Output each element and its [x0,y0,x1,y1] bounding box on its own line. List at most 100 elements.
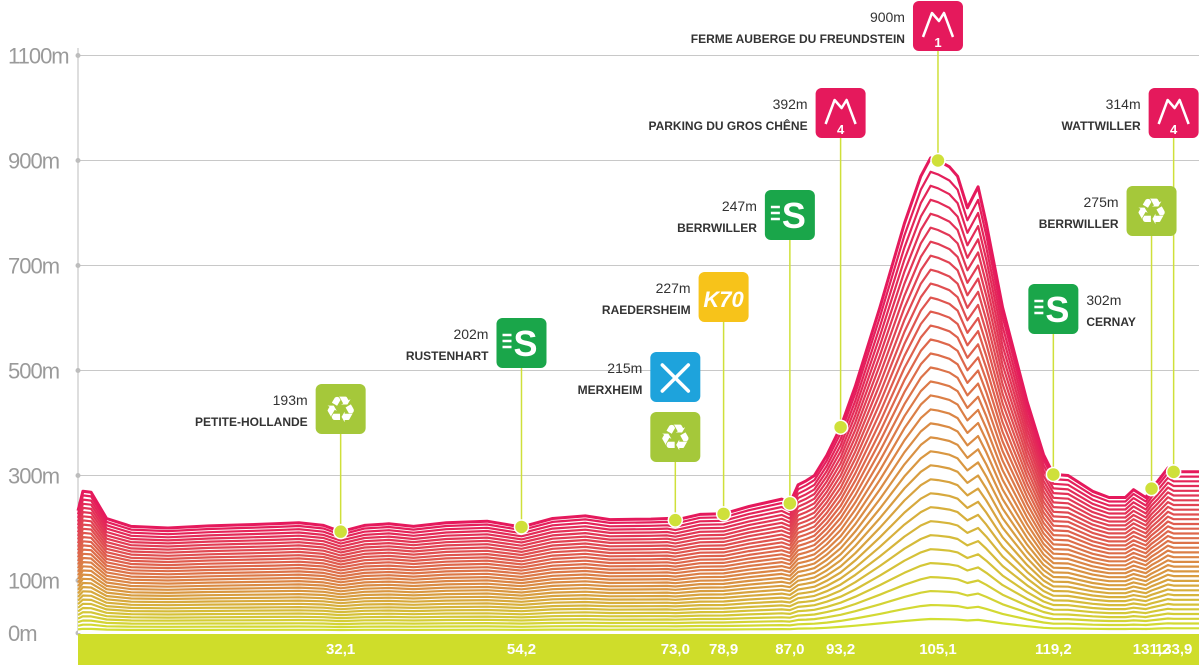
profile-layer-line [77,450,1199,596]
y-tick-label: 300m [8,464,59,489]
marker-stems [332,51,1182,540]
y-tick-dot [75,368,81,373]
sprint-glyph: S [782,195,806,236]
profile-layer-line [76,254,1199,554]
climb-category: 4 [1170,122,1178,137]
profile-layer-line [77,506,1199,608]
x-axis-band-rect [78,634,1199,665]
point-place: BERRWILLER [677,221,757,235]
profile-layer-line [76,296,1199,563]
marker-point [715,506,732,522]
x-tick-label: 119,2 [1035,641,1072,658]
climb-4-icon: 4 [1148,88,1199,138]
climb-1-icon: 1 [912,1,963,51]
icon-badge [315,384,366,434]
point-altitude: 215m [607,360,642,376]
profile-layer-line [77,534,1199,614]
x-tick-label: 54,2 [507,641,536,658]
profile-layer-line [76,170,1199,536]
point-place: WATTWILLER [1062,119,1141,133]
profile-layer-line [77,548,1199,617]
point-altitude: 227m [656,280,691,296]
sprint-icon: S [764,190,815,240]
y-tick-dot [75,473,81,478]
point-marker: K70 227m RAEDERSHEIM [602,272,749,322]
point-marker: S 302m CERNAY [1028,284,1136,334]
y-tick-dot [75,263,81,268]
point-place: PETITE-HOLLANDE [195,415,308,429]
point-marker: S 202m RUSTENHART [406,318,547,368]
mountain-shape [921,11,955,38]
profile-layer-line [77,478,1199,602]
profile-layer-line [76,352,1199,575]
profile-layer-line [76,338,1199,572]
sprint-icon: S [496,318,547,368]
y-axis-labels: 1100m 900m 700m 500m 300m 100m 0m [8,44,70,647]
x-tick-label: 32,1 [326,641,355,658]
profile-layer-line [77,576,1199,623]
marker-point [930,152,946,169]
point-marker: 1 900m FERME AUBERGE DU FREUNDSTEIN [691,1,963,51]
profile-layer-line [77,520,1199,611]
x-tick-label: 133,9 [1155,641,1193,658]
marker-point [667,512,684,528]
profile-layer-line [77,464,1199,599]
profile-layer-line [76,198,1199,542]
recycle-icon: ♻ [315,384,366,434]
profile-layer-line [77,394,1199,584]
point-altitude: 392m [773,96,808,112]
point-place: BERRWILLER [1039,217,1119,231]
profile-layer-line [77,562,1199,620]
profile-layer-line [77,380,1199,581]
climb-4-icon: 4 [815,88,866,138]
marker-point [513,519,530,535]
mountain-shape [1157,98,1190,125]
point-place: RAEDERSHEIM [602,303,691,317]
point-altitude: 314m [1106,96,1141,112]
icon-badge [815,88,866,138]
icon-badge [698,272,749,322]
food-icon [650,352,701,402]
profile-layer-line [76,156,1199,534]
point-marker: ♻ 193m PETITE-HOLLANDE [195,384,366,434]
profile-layer-line [76,184,1199,539]
sprint-icon: S [1028,284,1079,334]
profile-layer-line [77,617,1199,632]
recycle-glyph: ♻ [325,390,357,431]
point-place: CERNAY [1086,315,1136,329]
profile-layer-line [77,408,1199,587]
x-tick-label: 73,0 [661,641,690,658]
point-altitude: 247m [722,198,757,214]
k70-glyph: K70 [703,287,744,312]
icon-badge [912,1,963,51]
sprint-glyph: S [1045,289,1069,330]
profile-layer-line [77,590,1199,626]
profile-layer-line [77,492,1199,605]
marker-point [332,523,349,540]
knife-shape [660,363,691,393]
profile-layer-line [76,268,1199,557]
point-marker: 4 392m PARKING DU GROS CHÊNE [648,88,866,138]
profile-layer-line [77,422,1199,590]
icon-badge [1126,186,1177,236]
recycle-icon: ♻ [650,412,701,462]
x-tick-label: 131,2 [1133,641,1171,658]
x-tick-label: 93,2 [826,641,855,658]
profile-layer-line [76,240,1199,551]
recycle-icon: ♻ [1126,186,1177,236]
point-marker: 4 314m WATTWILLER [1062,88,1199,138]
profile-layers [76,156,1199,633]
x-tick-label: 87,0 [775,641,804,658]
x-tick-label: 78,9 [709,641,738,658]
climb-category: 4 [837,122,845,137]
profile-layer-line [76,310,1199,566]
y-tick-label: 1100m [8,44,69,69]
marker-point [782,495,798,512]
k70-icon: K70 [698,272,749,322]
profile-layer-line [77,436,1199,593]
sprint-glyph: S [513,323,537,364]
point-marker: S 247m BERRWILLER [677,190,815,240]
y-tick-dot [75,158,81,163]
y-tick-label: 900m [8,149,59,174]
